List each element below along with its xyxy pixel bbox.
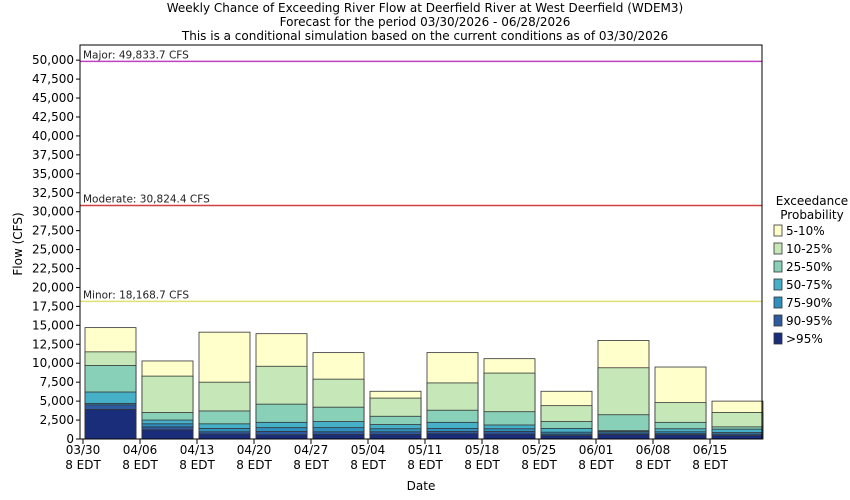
axes-group: 0 2,500 5,000 7,500 10,000 12,500 15,000 17,500… [32,44,763,472]
x-tick-label: 06/01 [579,443,614,457]
legend-swatch [773,278,783,291]
y-tick-label: 45,000 [32,91,74,105]
bar-segment [198,433,251,440]
y-tick-label: 40,000 [32,129,74,143]
y-tick-label: 42,500 [32,110,74,124]
threshold-label: Major: 49,833.7 CFS [83,49,189,61]
x-tick-label: 04/20 [237,443,272,457]
bar-segment [597,434,650,440]
y-tick-label: 15,000 [32,318,74,332]
x-tick-timezone: 8 EDT [407,458,443,472]
y-tick-label: 10,000 [32,356,74,370]
bar-segment [426,433,479,440]
y-tick-label: 30,000 [32,205,74,219]
legend-swatch [773,224,783,237]
y-tick-label: 50,000 [32,53,74,67]
x-tick-label: 05/11 [408,443,443,457]
bars-group [84,327,764,440]
y-tick-label: 5,000 [40,394,74,408]
legend-title: Exceedance [776,194,848,208]
bar-segment [84,409,137,440]
legend-swatch [773,260,783,273]
chart-subtitle: Forecast for the period 03/30/2026 - 06/… [279,15,571,29]
legend-label: >95% [786,332,823,346]
legend-label: 75-90% [786,296,832,310]
chart-title: Weekly Chance of Exceeding River Flow at… [166,1,684,15]
x-tick-label: 05/25 [522,443,557,457]
bar-segment [312,434,365,440]
legend-swatch [773,332,783,345]
x-tick-label: 05/04 [351,443,386,457]
bar-segment [540,435,593,440]
y-tick-label: 47,500 [32,72,74,86]
bar-segment [483,433,536,440]
x-tick-label: 06/15 [693,443,728,457]
x-tick-label: 05/18 [465,443,500,457]
bar-segment [654,434,707,440]
x-tick-timezone: 8 EDT [578,458,614,472]
legend-label: 5-10% [786,224,825,238]
x-tick-timezone: 8 EDT [65,458,101,472]
x-axis-label: Date [407,479,436,493]
y-tick-label: 25,000 [32,243,74,257]
y-tick-label: 7,500 [40,375,74,389]
x-tick-timezone: 8 EDT [464,458,500,472]
threshold-label: Minor: 18,168.7 CFS [83,289,189,301]
y-tick-label: 2,500 [40,413,74,427]
x-tick-timezone: 8 EDT [293,458,329,472]
y-tick-label: 37,500 [32,148,74,162]
x-tick-label: 03/30 [66,443,101,457]
bar-segment [711,435,764,440]
legend-label: 90-95% [786,314,832,328]
chart-subtitle-2: This is a conditional simulation based o… [181,29,669,43]
legend-label: 50-75% [786,278,832,292]
title-block: Weekly Chance of Exceeding River Flow at… [0,1,850,43]
bar-segment [141,429,194,440]
x-tick-timezone: 8 EDT [350,458,386,472]
threshold-label: Moderate: 30,824.4 CFS [83,193,210,205]
legend-swatch [773,296,783,309]
x-tick-timezone: 8 EDT [122,458,158,472]
y-axis-label: Flow (CFS) [11,212,25,275]
legend-label: 10-25% [786,242,832,256]
y-tick-label: 27,500 [32,224,74,238]
x-tick-label: 04/13 [180,443,215,457]
x-tick-timezone: 8 EDT [236,458,272,472]
x-tick-label: 04/27 [294,443,329,457]
y-tick-label: 32,500 [32,186,74,200]
threshold-lines: Major: 49,833.7 CFS Moderate: 30,824.4 CF… [80,49,762,303]
y-tick-label: 0 [66,432,74,446]
legend-label: 25-50% [786,260,832,274]
y-tick-label: 35,000 [32,167,74,181]
legend-title: Probability [780,208,843,222]
x-tick-timezone: 8 EDT [521,458,557,472]
bar-segment [369,434,422,440]
x-tick-timezone: 8 EDT [692,458,728,472]
plot-frame [79,44,763,440]
x-tick-label: 06/08 [636,443,671,457]
legend-swatch [773,242,783,255]
x-tick-label: 04/06 [123,443,158,457]
y-tick-label: 12,500 [32,337,74,351]
y-tick-label: 22,500 [32,262,74,276]
x-tick-timezone: 8 EDT [179,458,215,472]
y-tick-label: 17,500 [32,299,74,313]
y-tick-label: 20,000 [32,280,74,294]
legend-swatch [773,314,783,327]
bar-segment [255,434,308,440]
x-tick-timezone: 8 EDT [635,458,671,472]
